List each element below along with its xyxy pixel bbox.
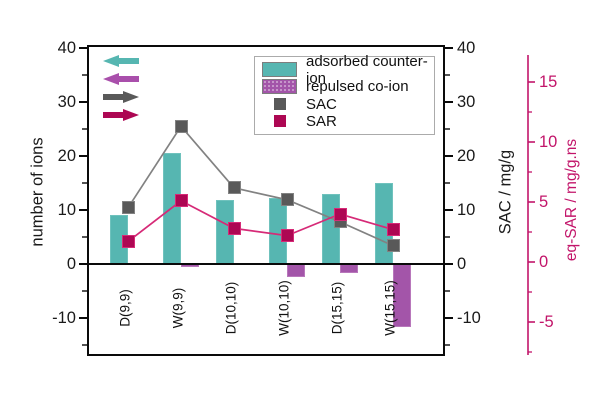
marker-sar-D(15,15): [333, 207, 347, 221]
legend-label: repulsed co-ion: [306, 78, 409, 96]
left-axis-tick-label: 20: [57, 146, 76, 165]
x-label-D(10,10): D(10,10): [223, 281, 239, 335]
x-label-W(15,15): W(15,15): [382, 280, 398, 336]
legend-label: SAC: [306, 95, 337, 113]
x-label-D(15,15): D(15,15): [329, 281, 345, 335]
marker-sar-D(10,10): [227, 221, 241, 235]
right-axis-tick-label: 40: [457, 38, 476, 57]
left-axis-tick-label: -10: [52, 308, 76, 327]
arrow-head: [103, 73, 119, 85]
counter-ion-to-left-axis-arrow: [103, 55, 139, 67]
marker-sar-W(15,15): [386, 223, 400, 237]
arrow-shaft: [119, 58, 139, 64]
legend-item-sar: SAR: [262, 113, 430, 130]
arrow-shaft: [103, 112, 123, 118]
left-axis-tick-label: 0: [66, 254, 76, 273]
co-ion-to-left-axis-arrow: [103, 73, 139, 85]
marker-sar-D(9,9): [121, 235, 135, 249]
marker-sac-D(10,10): [227, 181, 241, 195]
x-label-W(9,9): W(9,9): [170, 287, 186, 329]
zero-baseline: [87, 262, 445, 266]
right-axis-tick-label: 30: [457, 92, 476, 111]
bar-counter-ion-D(15,15): [322, 194, 340, 264]
bar-co-ion-D(15,15): [340, 264, 358, 273]
left-axis-tick-label: 40: [57, 38, 76, 57]
bar-co-ion-W(10,10): [287, 264, 305, 277]
x-label-D(9,9): D(9,9): [117, 289, 133, 327]
arrow-head: [123, 109, 139, 121]
plot-frame: [87, 45, 445, 356]
left-axis-tick-label: 30: [57, 92, 76, 111]
arrow-head: [103, 55, 119, 67]
sar-to-far-right-axis-arrow: [103, 109, 139, 121]
eq-sar-tick-label: 5: [539, 192, 549, 211]
counter-ion-swatch: [262, 62, 297, 78]
legend-item-counter-ion: adsorbed counter-ion: [262, 53, 430, 87]
sar-swatch: [273, 115, 286, 128]
far-right-axis-title: eq-SAR / mg/g.ns: [563, 138, 580, 262]
bar-counter-ion-W(9,9): [163, 152, 181, 264]
arrow-shaft: [103, 94, 123, 100]
sac-swatch: [273, 98, 286, 111]
eq-sar-tick-label: 10: [539, 132, 558, 151]
marker-sac-W(9,9): [174, 119, 188, 133]
left-axis-title: number of ions: [28, 137, 47, 247]
right-axis-title: SAC / mg/g: [496, 149, 515, 235]
right-axis-tick-label: -10: [457, 308, 481, 327]
right-axis-tick-label: 0: [457, 254, 467, 273]
marker-sar-W(9,9): [174, 194, 188, 208]
arrow-shaft: [119, 76, 139, 82]
marker-sac-W(10,10): [280, 193, 294, 207]
co-ion-swatch: [262, 79, 297, 95]
left-axis-tick-label: 10: [57, 200, 76, 219]
x-label-W(10,10): W(10,10): [276, 280, 292, 336]
arrow-head: [123, 91, 139, 103]
legend: adsorbed counter-ion repulsed co-ion SAC…: [254, 53, 435, 135]
eq-sar-tick-label: 15: [539, 72, 558, 91]
marker-sac-D(9,9): [121, 201, 135, 215]
legend-label: SAR: [306, 112, 337, 130]
right-axis-tick-label: 10: [457, 200, 476, 219]
eq-sar-tick-label: -5: [539, 312, 554, 331]
legend-item-sac: SAC: [262, 96, 430, 113]
eq-sar-tick-label: 0: [539, 252, 549, 271]
marker-sac-W(15,15): [386, 239, 400, 253]
legend-label: adsorbed counter-ion: [306, 52, 428, 87]
right-axis-tick-label: 20: [457, 146, 476, 165]
legend-item-co-ion: repulsed co-ion: [262, 78, 430, 95]
marker-sar-W(10,10): [280, 229, 294, 243]
sac-to-right-axis-arrow: [103, 91, 139, 103]
